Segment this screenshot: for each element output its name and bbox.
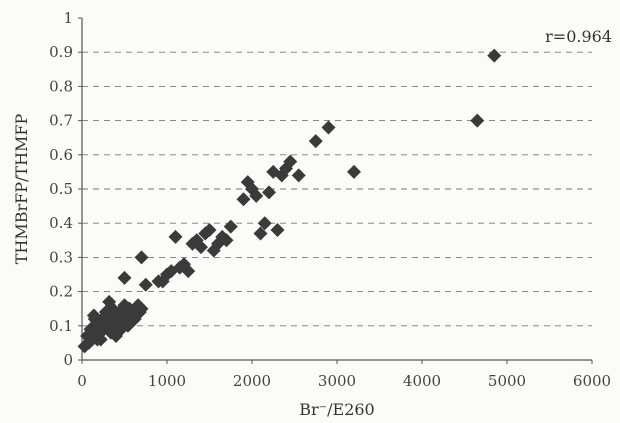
y-tick-label: 0.1 [49, 317, 73, 335]
correlation-annotation: r=0.964 [545, 27, 612, 46]
data-point [202, 223, 217, 238]
data-point [117, 270, 132, 285]
data-point [194, 240, 208, 255]
data-point [308, 134, 323, 149]
x-tick-label: 1000 [148, 372, 186, 390]
x-tick-label: 4000 [403, 372, 441, 390]
data-point [270, 223, 285, 238]
data-point [249, 188, 264, 203]
data-point [321, 120, 336, 135]
data-point [121, 301, 136, 316]
data-point [236, 192, 251, 207]
data-point [257, 216, 272, 231]
y-tick-label: 0.4 [49, 214, 73, 232]
data-point [87, 311, 102, 326]
y-tick-label: 0.9 [49, 43, 73, 61]
y-axis-title: THMBrFP/THMFP [12, 113, 31, 264]
data-point [487, 48, 502, 63]
data-point [138, 277, 153, 292]
data-point [109, 322, 123, 337]
x-tick-label: 2000 [233, 372, 271, 390]
data-point [253, 226, 268, 241]
x-tick-label: 0 [77, 372, 87, 390]
y-tick-label: 0 [63, 351, 73, 369]
data-point [347, 164, 361, 179]
data-point [291, 168, 306, 183]
data-point [223, 219, 238, 234]
data-point [262, 185, 276, 200]
x-tick-label: 5000 [488, 372, 526, 390]
y-tick-label: 0.7 [49, 112, 73, 130]
data-point [113, 311, 128, 326]
y-tick-label: 0.2 [49, 283, 73, 301]
data-point [90, 332, 105, 347]
grid-layer [82, 51, 592, 327]
y-tick-label: 0.5 [49, 180, 73, 198]
data-point [470, 113, 485, 128]
y-tick-label: 0.3 [49, 248, 73, 266]
data-point [134, 301, 149, 316]
y-tick-label: 0.6 [49, 146, 73, 164]
data-point [283, 154, 298, 169]
y-tick-label: 1 [63, 9, 73, 27]
data-point [168, 229, 183, 244]
data-point [181, 264, 196, 279]
x-tick-label: 3000 [318, 372, 356, 390]
data-point [134, 250, 149, 265]
x-axis-title: Br⁻/E260 [299, 400, 374, 419]
points-layer [77, 48, 502, 354]
ticks-layer: 0 0.1 0.2 0.3 0.4 0.5 0.6 0.7 0.8 0.9 1 0 1000 2000 30… [49, 9, 611, 390]
x-tick-label: 6000 [573, 372, 611, 390]
data-point [219, 233, 234, 248]
y-tick-label: 0.8 [49, 77, 73, 95]
